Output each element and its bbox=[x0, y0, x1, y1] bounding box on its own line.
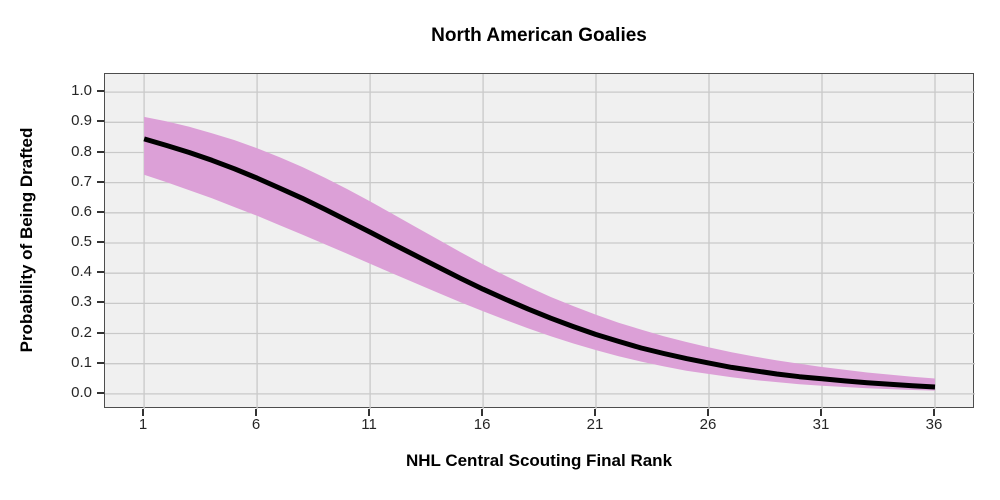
y-tick-mark bbox=[97, 90, 104, 93]
x-tick-label: 26 bbox=[699, 416, 717, 433]
plot-panel bbox=[104, 73, 975, 409]
y-tick-mark bbox=[97, 210, 104, 213]
x-tick-label: 36 bbox=[925, 416, 943, 433]
y-tick-mark bbox=[97, 241, 104, 243]
y-tick-label: 1.0 bbox=[71, 82, 92, 100]
y-tick-mark bbox=[97, 301, 104, 304]
y-tick-label: 0.3 bbox=[71, 293, 92, 311]
fitted-curve bbox=[143, 136, 936, 390]
x-tick-label: 1 bbox=[138, 416, 148, 433]
x-tick-label: 31 bbox=[812, 416, 830, 433]
y-tick-mark bbox=[97, 271, 104, 274]
y-tick-mark bbox=[97, 180, 104, 183]
x-tick-mark bbox=[933, 409, 935, 416]
x-tick-label: 21 bbox=[586, 416, 604, 433]
x-tick-mark bbox=[368, 409, 371, 416]
x-tick-label: 16 bbox=[473, 416, 491, 433]
x-tick-mark bbox=[594, 409, 596, 416]
x-tick-mark bbox=[142, 409, 145, 416]
x-tick-label: 6 bbox=[251, 416, 261, 433]
x-axis-title: NHL Central Scouting Final Rank bbox=[405, 451, 673, 470]
y-tick-label: 0.5 bbox=[71, 233, 92, 250]
y-axis-title: Probability of Being Drafted bbox=[17, 127, 36, 353]
y-tick-label: 0.0 bbox=[71, 383, 92, 401]
chart-title: North American Goalies bbox=[431, 25, 647, 46]
confidence-band bbox=[144, 116, 936, 391]
y-tick-label: 0.9 bbox=[71, 112, 92, 130]
y-tick-label: 0.4 bbox=[71, 263, 92, 281]
x-tick-mark bbox=[481, 409, 484, 416]
y-tick-mark bbox=[97, 120, 104, 123]
y-tick-mark bbox=[97, 361, 104, 364]
y-tick-label: 0.8 bbox=[71, 142, 92, 160]
y-tick-label: 0.6 bbox=[71, 202, 92, 220]
y-tick-label: 0.2 bbox=[71, 323, 92, 341]
y-tick-label: 0.7 bbox=[71, 172, 92, 190]
x-tick-mark bbox=[820, 409, 822, 416]
y-tick-mark bbox=[97, 150, 104, 153]
y-tick-mark bbox=[97, 331, 104, 334]
y-tick-mark bbox=[97, 391, 104, 394]
y-tick-label: 0.1 bbox=[71, 353, 92, 371]
x-tick-mark bbox=[707, 409, 709, 416]
plot-svg bbox=[105, 74, 975, 409]
x-tick-mark bbox=[255, 409, 258, 416]
x-tick-label: 11 bbox=[361, 416, 377, 433]
